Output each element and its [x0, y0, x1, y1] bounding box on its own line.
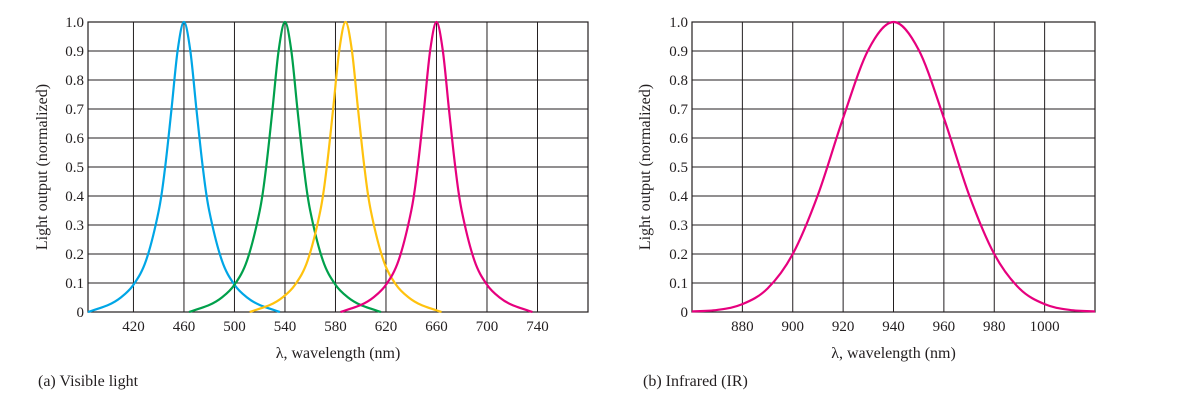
x-tick-label: 660	[425, 319, 448, 335]
x-tick-label: 580	[324, 319, 347, 335]
y-tick-label: 0.7	[669, 102, 688, 118]
y-tick-label: 0.6	[669, 131, 688, 147]
infrared-chart: 0 0.1 0.2 0.3 0.4 0.5 0.6 0.7 0.8 0.9 1.0 880 900 920…	[637, 15, 1096, 390]
x-tick-label: 740	[526, 319, 549, 335]
x-tick-label: 940	[882, 319, 905, 335]
chart-caption: (b) Infrared (IR)	[643, 373, 748, 390]
y-tick-label: 0.5	[65, 160, 84, 176]
y-tick-label: 0.3	[65, 218, 84, 234]
y-tick-label: 0.2	[669, 247, 688, 263]
chart-caption: (a) Visible light	[38, 373, 139, 390]
x-tick-label: 460	[173, 319, 196, 335]
y-tick-label: 0.6	[65, 131, 84, 147]
y-tick-label: 0	[681, 305, 689, 321]
x-tick-label: 700	[476, 319, 499, 335]
x-tick-label: 920	[832, 319, 855, 335]
y-tick-label: 1.0	[669, 15, 688, 31]
y-axis-title: Light output (normalized)	[34, 84, 51, 250]
y-axis-title: Light output (normalized)	[637, 84, 654, 250]
x-tick-label: 880	[731, 319, 754, 335]
visible-light-chart: 0 0.1 0.2 0.3 0.4 0.5 0.6 0.7 0.8 0.9 1.0 420 460 500…	[34, 15, 589, 390]
y-tick-label: 0.9	[65, 44, 84, 60]
y-tick-label: 0.3	[669, 218, 688, 234]
plot-frame	[87, 21, 589, 313]
x-tick-label: 980	[983, 319, 1006, 335]
x-tick-label: 620	[375, 319, 398, 335]
x-tick-label: 500	[223, 319, 246, 335]
y-tick-label: 0.8	[65, 73, 84, 89]
x-tick-label: 900	[782, 319, 805, 335]
y-tick-label: 0.4	[65, 189, 84, 205]
x-tick-label: 1000	[1030, 319, 1060, 335]
y-tick-label: 0.5	[669, 160, 688, 176]
x-axis-title: λ, wavelength (nm)	[276, 345, 401, 362]
y-tick-label: 0.4	[669, 189, 688, 205]
y-tick-label: 1.0	[65, 15, 84, 31]
y-tick-label: 0.7	[65, 102, 84, 118]
y-tick-label: 0.1	[669, 276, 688, 292]
x-tick-label: 960	[933, 319, 956, 335]
infrared-spectrum-line	[691, 20, 1096, 313]
y-tick-label: 0.9	[669, 44, 688, 60]
y-tick-label: 0.2	[65, 247, 84, 263]
x-tick-label: 420	[122, 319, 145, 335]
yellow-spectrum-line	[249, 20, 442, 314]
y-tick-label: 0.8	[669, 73, 688, 89]
x-axis-title: λ, wavelength (nm)	[831, 345, 956, 362]
green-spectrum-line	[188, 20, 382, 314]
y-tick-label: 0	[77, 305, 85, 321]
x-tick-label: 540	[274, 319, 297, 335]
y-tick-label: 0.1	[65, 276, 84, 292]
red-spectrum-line	[340, 20, 533, 314]
